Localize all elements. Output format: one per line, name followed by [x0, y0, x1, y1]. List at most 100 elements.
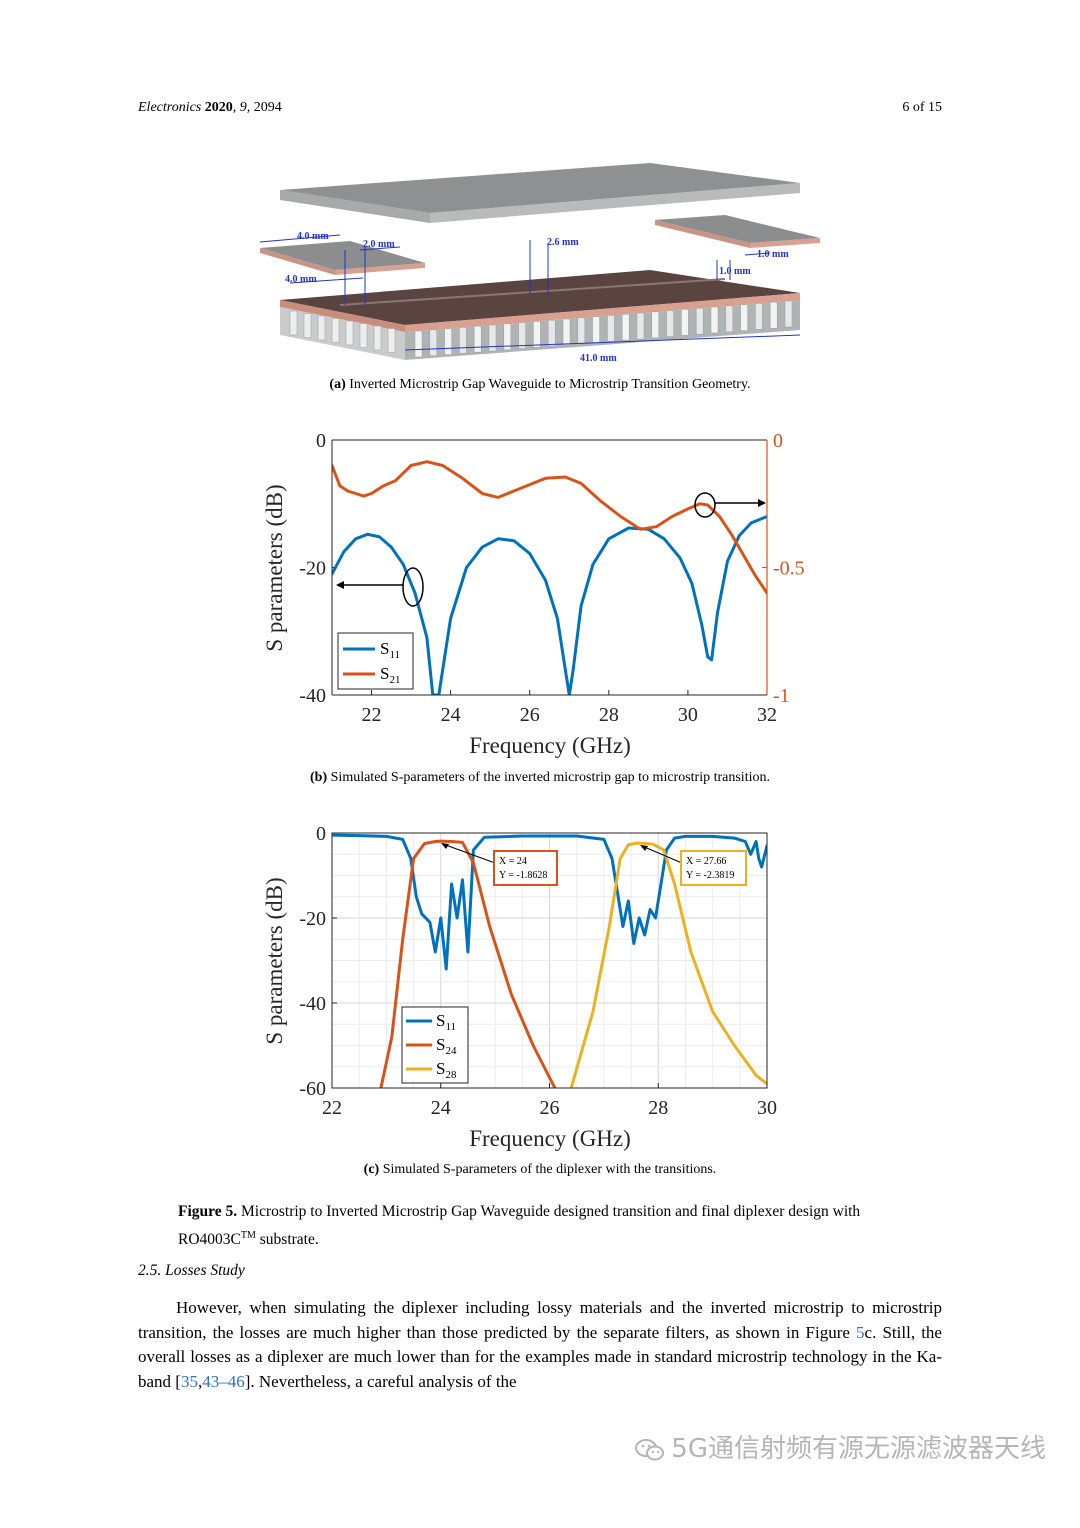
- citation-link-43-46[interactable]: 43–46: [202, 1371, 245, 1391]
- article-number: 2094: [253, 100, 282, 115]
- x-axis-label: Frequency (GHz): [469, 733, 631, 758]
- annotation-s21: [694, 492, 766, 518]
- caption-c-text: Simulated S-parameters of the diplexer w…: [382, 1162, 717, 1177]
- dim-4mm-bottom: 4.0 mm: [285, 274, 317, 285]
- waveguide-pin: [621, 313, 630, 341]
- paragraph-text-1: However, when simulating the diplexer in…: [138, 1298, 942, 1342]
- waveguide-pin: [755, 303, 763, 330]
- wechat-icon: [635, 1438, 665, 1460]
- caption-a-label: (a): [329, 377, 346, 392]
- waveguide-pin: [289, 310, 298, 336]
- y-tick-label: 0: [316, 430, 326, 452]
- caption-a: (a) Inverted Microstrip Gap Waveguide to…: [0, 377, 1080, 393]
- chart-transition-sparams: 22 24 26 28 30 32 0 -20 -40 0 -0.5 -1 S11 S21 Frequ…: [262, 430, 805, 758]
- x-tick-label: 24: [431, 1097, 451, 1119]
- series-line-s11: [332, 833, 767, 971]
- waveguide-pin: [725, 305, 734, 333]
- body-paragraph: However, when simulating the diplexer in…: [138, 1296, 942, 1394]
- figure-caption: Figure 5. Microstrip to Inverted Microst…: [178, 1200, 908, 1252]
- waveguide-pin: [345, 320, 354, 346]
- waveguide-pin: [577, 317, 586, 345]
- waveguide-pin: [681, 309, 689, 336]
- x-tick-label: 24: [441, 704, 461, 726]
- waveguide-pin: [636, 312, 645, 340]
- y-tick-label: -20: [299, 558, 326, 580]
- pin-bed: [280, 300, 800, 360]
- x-tick-label: 26: [540, 1097, 560, 1119]
- x-tick-label: 30: [678, 704, 698, 726]
- figure-label: Figure 5.: [178, 1203, 238, 1220]
- waveguide-pin: [651, 311, 660, 339]
- series-line-s11: [332, 515, 767, 695]
- y2-tick-label: -0.5: [773, 558, 805, 580]
- y-tick-label: -20: [299, 908, 326, 930]
- datatip-s28-x: X = 27.66: [686, 856, 726, 867]
- journal-year: 2020: [204, 100, 233, 115]
- dimension-lines: [259, 234, 801, 351]
- datatip-s24-y: Y = -1.8628: [499, 870, 547, 881]
- series-line-s24: [379, 839, 557, 1088]
- journal-volume: 9: [239, 100, 247, 115]
- x-tick-label: 28: [648, 1097, 668, 1119]
- left-microstrip: [260, 241, 425, 275]
- waveguide-pin: [710, 306, 719, 334]
- waveguide-pin: [331, 318, 340, 343]
- waveguide-pin: [518, 322, 526, 349]
- caption-a-text: Inverted Microstrip Gap Waveguide to Mic…: [349, 377, 751, 392]
- y2-tick-label: -1: [773, 685, 790, 707]
- waveguide-pin: [784, 300, 793, 328]
- plot-border: [331, 832, 768, 1089]
- datatip-s28: X = 27.66 Y = -2.3819: [640, 845, 747, 886]
- y-axis-label: S parameters (dB): [262, 484, 287, 651]
- y-tick-label: 0: [316, 823, 326, 845]
- dim-2mm: 2.0 mm: [363, 239, 395, 250]
- running-header: Electronics 2020, 9, 2094: [138, 100, 282, 115]
- x-tick-label: 32: [757, 704, 777, 726]
- dim-4mm-top: 4.0 mm: [297, 231, 329, 242]
- paragraph-text-2: c. Still, the overall losses as a diplex…: [138, 1322, 942, 1391]
- figure-superscript: TM: [240, 1230, 256, 1241]
- waveguide-pin: [303, 313, 312, 338]
- waveguide-pin: [666, 310, 674, 337]
- y-tick-label: -60: [299, 1078, 326, 1100]
- y-tick-label: -40: [299, 685, 326, 707]
- waveguide-pin: [547, 319, 556, 347]
- datatip-s24-x: X = 24: [499, 856, 527, 867]
- waveguide-pin: [533, 321, 541, 348]
- waveguide-pin: [607, 315, 615, 342]
- waveguide-pin: [359, 323, 368, 348]
- waveguide-pin: [488, 324, 497, 352]
- caption-c: (c) Simulated S-parameters of the diplex…: [0, 1162, 1080, 1178]
- dim-1mm-right: 1.0 mm: [757, 249, 789, 260]
- waveguide-pin: [769, 301, 778, 329]
- x-tick-label: 30: [757, 1097, 777, 1119]
- transition-geometry-figure: 4.0 mm 2.0 mm 4.0 mm 2.6 mm 1.0 mm 1.0 m…: [259, 163, 820, 364]
- waveguide-pin: [562, 318, 571, 346]
- citation-sep: ,: [197, 1371, 203, 1391]
- x-tick-label: 26: [520, 704, 540, 726]
- chart-diplexer-sparams: 22 24 26 28 300-20-40-60 X = 24 Y = -1.8628 …: [262, 823, 777, 1151]
- series-line-s21: [332, 460, 767, 595]
- watermark: 5G通信射频有源无源滤波器天线: [635, 1428, 1046, 1465]
- caption-b-label: (b): [310, 770, 328, 785]
- x-tick-label: 22: [322, 1097, 342, 1119]
- waveguide-pin: [459, 327, 467, 354]
- figure-text: Microstrip to Inverted Microstrip Gap Wa…: [178, 1203, 861, 1249]
- annotation-s11: [336, 567, 424, 607]
- citation-link-35[interactable]: 35: [180, 1371, 198, 1391]
- page-number: 6 of 15: [902, 100, 942, 115]
- waveguide-pin: [429, 329, 438, 357]
- waveguide-pin: [473, 325, 482, 353]
- waveguide-pin: [317, 315, 326, 341]
- datatip-s24: X = 24 Y = -1.8628: [441, 843, 558, 886]
- dim-2-6mm: 2.6 mm: [547, 237, 579, 248]
- waveguide-pin: [740, 304, 748, 331]
- dim-1mm-left: 1.0 mm: [719, 266, 751, 277]
- waveguide-pin: [387, 328, 396, 353]
- caption-b-text: Simulated S-parameters of the inverted m…: [330, 770, 770, 785]
- waveguide-pin: [592, 316, 600, 343]
- figure-text-end: substrate.: [255, 1231, 319, 1249]
- waveguide-pin: [414, 330, 423, 358]
- section-title: 2.5. Losses Study: [138, 1262, 245, 1279]
- figure-ref-link[interactable]: 5: [856, 1322, 865, 1342]
